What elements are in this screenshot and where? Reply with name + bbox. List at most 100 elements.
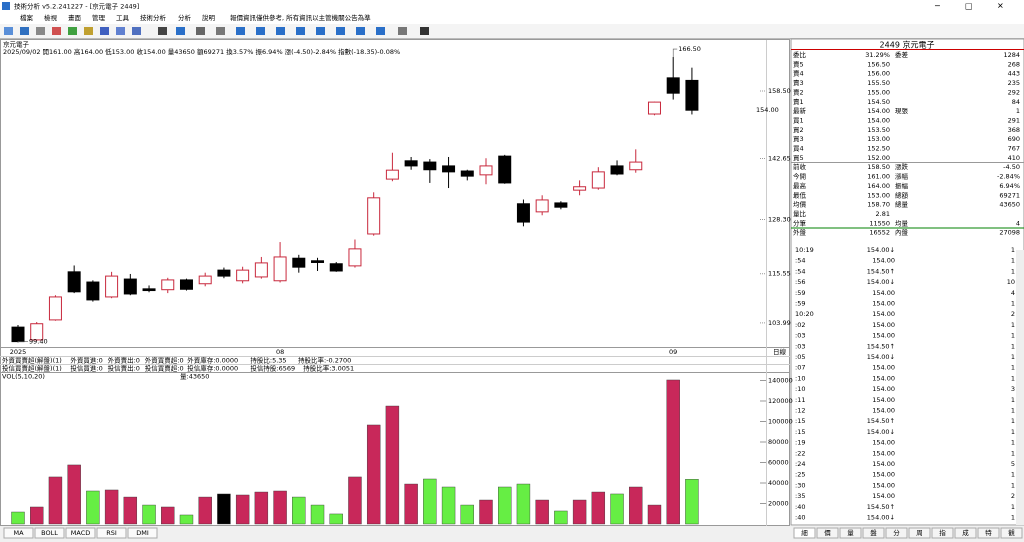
menu-item[interactable]: 檔案	[20, 13, 34, 22]
tab[interactable]	[96, 527, 127, 539]
quote-value: 156.50	[867, 60, 890, 68]
tab-label[interactable]: DMI	[136, 529, 149, 537]
quote-value: 410	[1008, 154, 1020, 162]
tick-time: :22	[795, 449, 805, 457]
tick-price: 154.00	[872, 310, 895, 318]
menu-item[interactable]: 分析	[178, 13, 192, 22]
candle-body	[554, 202, 568, 208]
tick-volume: 1	[1011, 342, 1015, 350]
quote-tab[interactable]	[816, 527, 839, 539]
tick-time: :15	[795, 428, 805, 436]
quote-tab-label[interactable]: 周	[916, 529, 923, 537]
period-label: 日線	[773, 347, 787, 356]
menu-item[interactable]: 檢視	[44, 13, 58, 22]
volume-bar	[366, 424, 381, 525]
quote-tab[interactable]	[908, 527, 931, 539]
quote-value: 152.00	[867, 154, 890, 162]
quote-tab[interactable]	[793, 527, 816, 539]
quote-tab-label[interactable]: 特	[985, 528, 992, 537]
quote-label: 買4	[793, 145, 804, 153]
volume-bar	[310, 504, 325, 525]
menu-item[interactable]: 畫面	[68, 13, 82, 22]
volume-bar	[67, 464, 81, 525]
volume-bar	[11, 511, 25, 525]
tick-price: 154.00↓	[867, 353, 895, 361]
quote-value: 443	[1008, 70, 1020, 78]
quote-tab-label[interactable]: 分	[893, 528, 900, 537]
tab[interactable]	[65, 527, 96, 539]
tab-label[interactable]: BOLL	[41, 529, 58, 537]
quote-tab[interactable]	[954, 527, 977, 539]
tick-price: 154.00	[872, 332, 895, 340]
candle-body	[67, 271, 81, 293]
maximize-button[interactable]: □	[965, 2, 973, 11]
quote-label: 漲跌	[895, 162, 909, 171]
volume-bar	[86, 490, 100, 525]
tab[interactable]	[127, 527, 158, 539]
tab[interactable]	[3, 527, 34, 539]
candle-body	[292, 257, 306, 268]
annotation: 99.40	[29, 337, 48, 345]
quote-tab[interactable]	[977, 527, 1000, 539]
volume-bar	[329, 513, 343, 525]
candle-body	[516, 203, 530, 223]
tick-volume: 1	[1011, 407, 1015, 415]
tick-volume: 10	[1007, 278, 1015, 286]
tick-price: 154.00	[872, 300, 895, 308]
tab-label[interactable]: MACD	[71, 529, 90, 537]
quote-tab-label[interactable]: 細	[801, 528, 808, 537]
quote-label: 前收	[793, 162, 807, 171]
quote-tab-label[interactable]: 觀	[1008, 528, 1015, 537]
quote-label: 漲幅	[895, 172, 909, 181]
y-tick-label: 115.55	[768, 270, 791, 278]
y-tick-label: 103.99	[768, 319, 791, 327]
quote-label: 量比	[793, 209, 807, 218]
y-tick-label: 20000	[768, 499, 789, 507]
volume-bar	[179, 514, 194, 525]
quote-tab[interactable]	[862, 527, 885, 539]
quote-tab[interactable]	[885, 527, 908, 539]
candle-body	[647, 101, 661, 115]
tick-volume: 1	[1011, 471, 1015, 479]
indicator-text: 持股比率:3.0051	[303, 364, 354, 373]
volume-bar	[498, 486, 512, 525]
tab-label[interactable]: MA	[13, 529, 24, 537]
tick-volume: 2	[1011, 492, 1015, 500]
scrollbar[interactable]	[1016, 250, 1024, 525]
tab-label[interactable]: RSI	[106, 529, 117, 537]
quote-value: 161.00	[867, 173, 890, 181]
volume-bar	[104, 489, 119, 525]
tick-time: :35	[795, 492, 805, 500]
tick-price: 154.00	[872, 460, 895, 468]
quote-value: 153.50	[867, 126, 890, 134]
tick-volume: 1	[1011, 417, 1015, 425]
quote-tab-label[interactable]: 價	[824, 528, 831, 537]
quote-label: 今開	[793, 172, 806, 181]
candle-body	[329, 263, 343, 272]
close-button[interactable]: ✕	[997, 2, 1004, 11]
quote-tab[interactable]	[1000, 527, 1023, 539]
menu-item[interactable]: 管理	[92, 13, 106, 22]
quote-tab[interactable]	[839, 527, 862, 539]
quote-tab-label[interactable]: 成	[962, 528, 969, 537]
minimize-button[interactable]: ─	[934, 2, 940, 11]
tick-time: :40	[795, 514, 805, 522]
quote-value: 152.50	[867, 145, 890, 153]
tick-volume: 1	[1011, 396, 1015, 404]
candle-body	[442, 165, 456, 173]
quote-tab-label[interactable]: 量	[847, 529, 854, 537]
quote-tab-label[interactable]: 指	[939, 528, 946, 537]
tick-time: :24	[795, 460, 805, 468]
bottom-bar	[0, 526, 1024, 542]
indicator-text: 外資庫存:0.0000	[187, 356, 238, 365]
quote-value: 43650	[999, 201, 1020, 209]
menu-item[interactable]: 工具	[116, 14, 130, 22]
tick-time: :25	[795, 471, 805, 479]
quote-tab[interactable]	[931, 527, 954, 539]
quote-tab-label[interactable]: 盤	[870, 528, 877, 537]
candle-body	[48, 296, 62, 321]
tab[interactable]	[34, 527, 65, 539]
menu-item[interactable]: 說明	[202, 13, 216, 22]
menu-item[interactable]: 技術分析	[140, 13, 167, 22]
